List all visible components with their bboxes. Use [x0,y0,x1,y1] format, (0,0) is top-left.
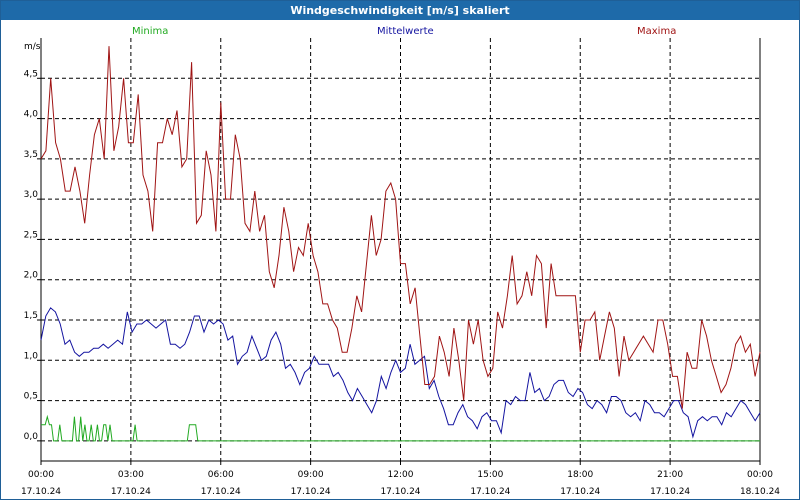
x-tick-time: 00:00 [28,470,54,480]
x-tick-time: 09:00 [298,470,324,480]
x-tick-time: 00:00 [747,470,773,480]
legend-minima: Minima [132,26,169,37]
window-title: Windgeschwindigkeit [m/s] skaliert [1,1,799,20]
x-tick-date: 17.10.24 [650,487,690,497]
x-tick-date: 18.10.24 [740,487,780,497]
legend-maxima: Maxima [637,26,677,37]
y-tick-label: 2,5 [24,230,38,240]
x-tick-time: 12:00 [388,470,414,480]
x-tick-date: 17.10.24 [21,487,61,497]
y-tick-label: 1,0 [24,351,39,361]
x-tick-date: 17.10.24 [291,487,331,497]
series-line-maxima [40,46,761,409]
x-tick-date: 17.10.24 [201,487,241,497]
x-tick-date: 17.10.24 [560,487,600,497]
x-tick-time: 03:00 [118,470,144,480]
y-tick-label: 0,5 [24,392,38,402]
y-axis-unit: m/s [24,42,41,52]
x-tick-date: 17.10.24 [470,487,510,497]
y-tick-label: 1,5 [24,311,38,321]
series-line-mittelwerte [40,307,761,439]
x-tick-time: 15:00 [477,470,503,480]
y-tick-label: 4,0 [24,110,39,120]
x-tick-time: 21:00 [657,470,683,480]
legend-mittelwerte: Mittelwerte [377,26,434,37]
y-tick-label: 4,5 [24,69,38,79]
x-tick-time: 06:00 [208,470,234,480]
y-tick-label: 3,5 [24,150,38,160]
y-tick-label: 2,0 [24,271,39,281]
x-tick-time: 18:00 [567,470,593,480]
y-tick-label: 3,0 [24,190,39,200]
series-line-minima [41,414,760,442]
y-tick-label: 0,0 [24,432,39,442]
x-tick-date: 17.10.24 [111,487,151,497]
x-tick-date: 17.10.24 [380,487,420,497]
